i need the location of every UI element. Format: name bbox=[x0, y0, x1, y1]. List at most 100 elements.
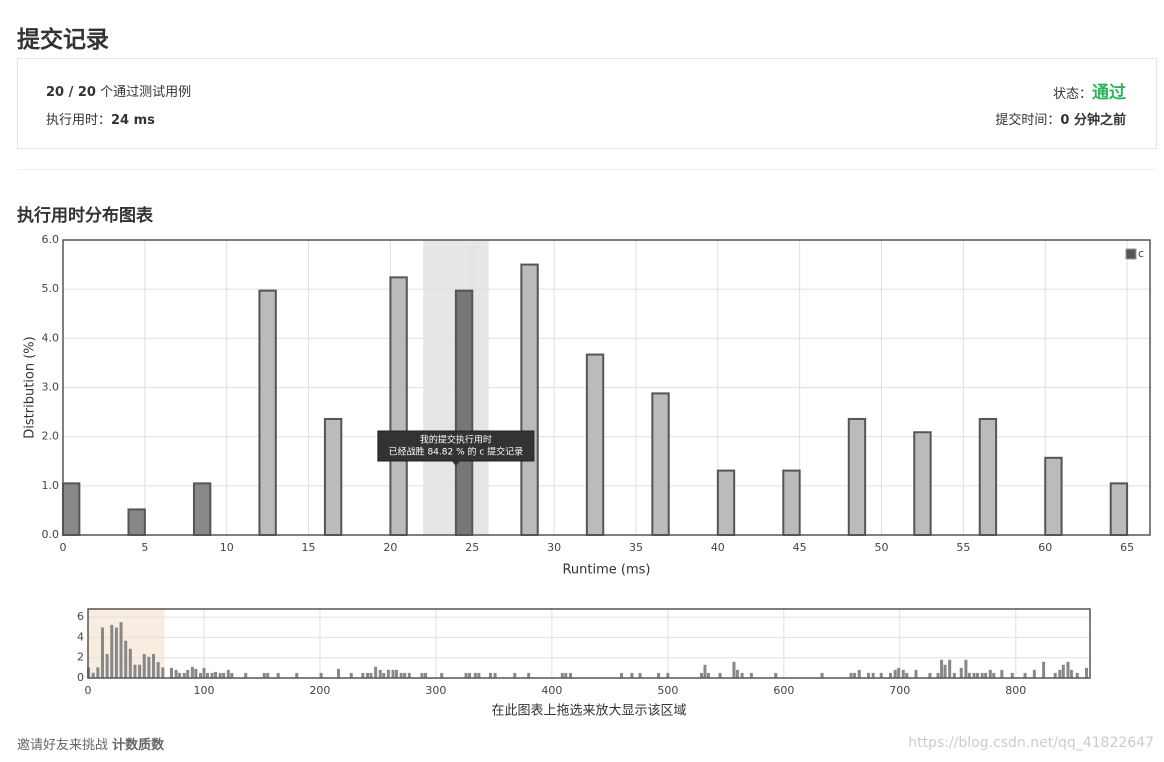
invite[interactable]: 邀请好友来挑战 bbox=[17, 738, 109, 753]
y-tick-label: 2 bbox=[77, 651, 84, 664]
x-tick-label: 20 bbox=[383, 541, 397, 554]
x-tick-label: 0 bbox=[85, 684, 92, 697]
bar bbox=[105, 654, 109, 678]
bar bbox=[638, 672, 642, 678]
bar bbox=[222, 672, 226, 678]
bar bbox=[127, 508, 146, 536]
bar bbox=[399, 672, 403, 678]
bar bbox=[749, 672, 753, 678]
runtime-row: 执行用时：24 ms bbox=[46, 109, 155, 128]
bar bbox=[210, 672, 214, 678]
bar bbox=[266, 672, 270, 678]
x-tick-label: 700 bbox=[889, 684, 910, 697]
legend-label: c bbox=[1138, 247, 1144, 260]
bar bbox=[477, 672, 481, 678]
status-row: 状态：通过 bbox=[1053, 78, 1126, 103]
bar bbox=[488, 672, 492, 678]
bar bbox=[423, 672, 427, 678]
bar bbox=[194, 668, 198, 678]
bar bbox=[630, 672, 634, 678]
bar bbox=[513, 672, 517, 678]
bar bbox=[205, 672, 209, 678]
bar bbox=[403, 672, 407, 678]
bar bbox=[703, 664, 707, 678]
y-tick-label: 0 bbox=[77, 671, 84, 684]
bar bbox=[1032, 669, 1036, 678]
bar bbox=[468, 672, 472, 678]
plot-frame bbox=[62, 239, 1151, 536]
bar bbox=[369, 672, 373, 678]
x-tick-label: 50 bbox=[875, 541, 889, 554]
bar bbox=[389, 276, 408, 536]
bar bbox=[349, 672, 353, 678]
section-title: 执行用时分布图表 bbox=[17, 206, 153, 226]
y-axis-label: Distribution (%) bbox=[23, 336, 38, 438]
bar bbox=[975, 672, 980, 678]
bar bbox=[706, 672, 710, 678]
bar bbox=[657, 672, 661, 678]
bar bbox=[96, 667, 100, 678]
x-tick-label: 800 bbox=[1005, 684, 1026, 697]
bar bbox=[740, 672, 744, 678]
x-tick-label: 45 bbox=[793, 541, 807, 554]
bar bbox=[959, 667, 963, 678]
bar bbox=[857, 669, 861, 678]
tooltip-text: 已经战胜 84.82 % 的 c 提交记录 bbox=[389, 446, 524, 458]
bar bbox=[138, 664, 142, 678]
bar bbox=[1023, 672, 1027, 678]
problem-link[interactable]: 计数质数 bbox=[112, 738, 165, 753]
plot-frame bbox=[87, 608, 1091, 679]
bar bbox=[849, 672, 853, 678]
bar bbox=[361, 672, 365, 678]
y-tick-label: 0.0 bbox=[42, 528, 60, 541]
y-tick-label: 5.0 bbox=[42, 282, 60, 295]
x-axis-label: 在此图表上拖选来放大显示该区域 bbox=[491, 704, 686, 719]
bar bbox=[133, 664, 137, 678]
x-tick-label: 40 bbox=[711, 541, 725, 554]
time: 0 分钟之前 bbox=[1060, 113, 1126, 128]
bar bbox=[774, 672, 778, 678]
bar bbox=[156, 662, 160, 678]
bar bbox=[564, 672, 568, 678]
bar bbox=[978, 417, 998, 537]
bar bbox=[440, 672, 444, 678]
bar bbox=[244, 672, 248, 678]
bar bbox=[666, 672, 670, 678]
bar bbox=[110, 624, 114, 678]
bar bbox=[940, 659, 944, 678]
x-tick-label: 10 bbox=[220, 541, 234, 554]
bar bbox=[190, 666, 194, 678]
bar bbox=[394, 669, 398, 678]
y-tick-label: 3.0 bbox=[42, 381, 60, 394]
x-tick-label: 300 bbox=[425, 684, 446, 697]
bar bbox=[493, 672, 497, 678]
bar bbox=[128, 648, 132, 678]
bar bbox=[952, 672, 956, 678]
bar bbox=[464, 672, 468, 678]
divider bbox=[17, 169, 1157, 170]
bar bbox=[147, 656, 151, 678]
bar bbox=[276, 672, 280, 678]
bar bbox=[295, 672, 299, 678]
bar bbox=[964, 659, 968, 678]
bar bbox=[1044, 456, 1063, 536]
x-tick-label: 200 bbox=[309, 684, 330, 697]
bar bbox=[948, 659, 952, 678]
bar bbox=[901, 669, 905, 678]
x-tick-label: 35 bbox=[629, 541, 643, 554]
bar bbox=[218, 672, 222, 678]
bar bbox=[914, 669, 918, 678]
bar bbox=[142, 654, 146, 678]
bar bbox=[520, 263, 539, 536]
bar bbox=[119, 622, 123, 678]
y-tick-label: 6.0 bbox=[42, 233, 60, 246]
bar bbox=[980, 672, 984, 678]
bar bbox=[382, 672, 386, 678]
x-tick-label: 65 bbox=[1120, 541, 1134, 554]
passed-row: 20 / 20 个通过测试用例 bbox=[46, 81, 191, 100]
x-tick-label: 400 bbox=[541, 684, 562, 697]
bar bbox=[1058, 669, 1062, 678]
x-tick-label: 55 bbox=[956, 541, 970, 554]
bar bbox=[319, 672, 323, 678]
bar bbox=[226, 669, 230, 678]
